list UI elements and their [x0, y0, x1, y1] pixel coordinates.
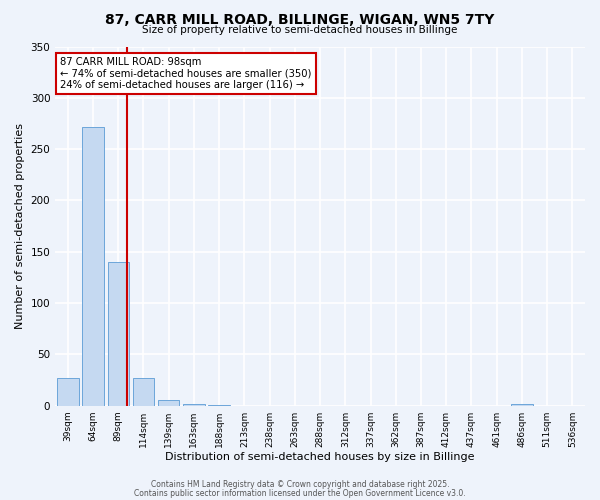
Bar — [158, 400, 179, 406]
Bar — [183, 404, 205, 406]
X-axis label: Distribution of semi-detached houses by size in Billinge: Distribution of semi-detached houses by … — [166, 452, 475, 462]
Y-axis label: Number of semi-detached properties: Number of semi-detached properties — [15, 123, 25, 329]
Text: Contains HM Land Registry data © Crown copyright and database right 2025.: Contains HM Land Registry data © Crown c… — [151, 480, 449, 489]
Text: 87, CARR MILL ROAD, BILLINGE, WIGAN, WN5 7TY: 87, CARR MILL ROAD, BILLINGE, WIGAN, WN5… — [106, 12, 494, 26]
Text: Size of property relative to semi-detached houses in Billinge: Size of property relative to semi-detach… — [142, 25, 458, 35]
Text: 87 CARR MILL ROAD: 98sqm
← 74% of semi-detached houses are smaller (350)
24% of : 87 CARR MILL ROAD: 98sqm ← 74% of semi-d… — [61, 58, 312, 90]
Bar — [208, 404, 230, 406]
Bar — [511, 404, 533, 406]
Bar — [107, 262, 129, 406]
Bar — [82, 126, 104, 406]
Bar — [57, 378, 79, 406]
Bar — [133, 378, 154, 406]
Text: Contains public sector information licensed under the Open Government Licence v3: Contains public sector information licen… — [134, 488, 466, 498]
